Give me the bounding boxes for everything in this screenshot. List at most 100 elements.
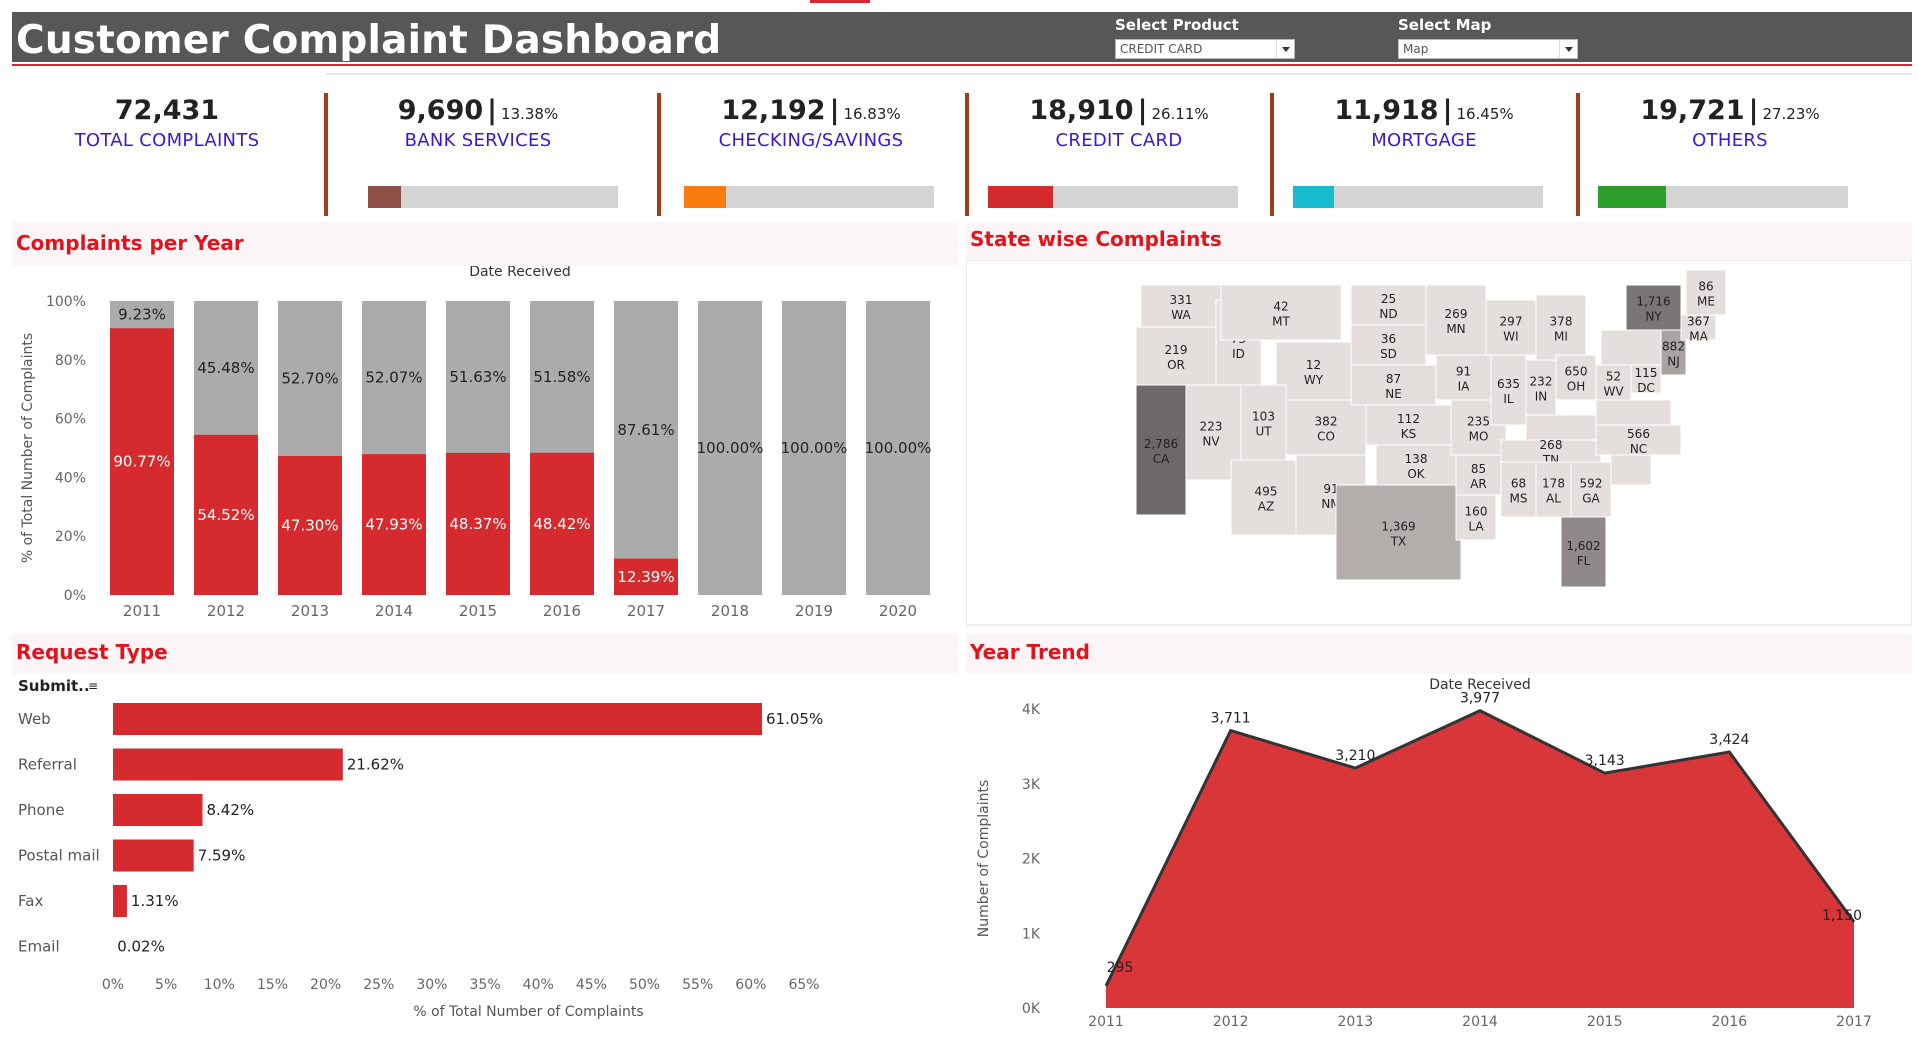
state-shape-wi (1485, 299, 1537, 356)
trend-title: Year Trend (970, 640, 1090, 664)
state-code-label: WY (1304, 373, 1324, 387)
map-select[interactable]: Map (1398, 39, 1578, 59)
state-value-label: 115 (1635, 366, 1658, 380)
state-value-label: 12 (1306, 358, 1321, 372)
state-code-label: KS (1401, 427, 1417, 441)
state-shape-co (1285, 399, 1367, 456)
bar-segment-selected (278, 455, 342, 595)
kpi-total-complaints[interactable]: 72,431 TOTAL COMPLAINTS (12, 78, 322, 216)
kpi-mortgage[interactable]: 11,918 | 16.45% MORTGAGE (1274, 78, 1574, 216)
map-filter: Select Map Map (1398, 16, 1578, 59)
state-shape-il (1490, 354, 1527, 426)
map-filter-label: Select Map (1398, 16, 1492, 34)
state-value-label: 52 (1606, 370, 1621, 384)
kpi-divider (965, 93, 969, 216)
state-shape-mi (1535, 294, 1587, 361)
bar-segment-other (194, 301, 258, 435)
y-tick-label: 2K (1022, 852, 1041, 868)
kpi-value: 9,690 (397, 95, 484, 126)
state-code-label: MI (1554, 330, 1568, 344)
kpi-label: CHECKING/SAVINGS (718, 130, 904, 151)
chevron-down-icon[interactable] (1559, 40, 1577, 58)
kpi-label: CREDIT CARD (1055, 130, 1183, 151)
kpi-credit-card[interactable]: 18,910 | 26.11% CREDIT CARD (969, 78, 1269, 216)
bar-segment-other (866, 301, 930, 595)
state-value-label: 268 (1540, 438, 1563, 452)
y-tick-label: 100% (46, 294, 86, 310)
bar-label-other: 52.07% (365, 369, 422, 387)
x-tick-label: 2014 (375, 602, 413, 620)
state-value-label: 297 (1500, 315, 1523, 329)
kpi-share-fill (684, 186, 727, 208)
x-tick-label: 2012 (207, 602, 245, 620)
state-shape-ny (1625, 284, 1682, 331)
kpi-share-bar (684, 186, 934, 208)
state-shape-ga (1570, 461, 1612, 518)
kpi-bank-services[interactable]: 9,690 | 13.38% BANK SERVICES (328, 78, 628, 216)
state-code-label: NJ (1667, 355, 1680, 369)
state-code-label: UT (1255, 425, 1272, 439)
state-code-label: FL (1577, 554, 1591, 568)
kpi-value: 72,431 (114, 95, 220, 126)
bar (113, 839, 194, 872)
state-value-label: 223 (1200, 420, 1223, 434)
state-shape-dc (1630, 364, 1662, 394)
x-tick-label: 2017 (1836, 1014, 1872, 1030)
bar-label-selected: 12.39% (617, 568, 674, 586)
kpi-label: OTHERS (1692, 130, 1768, 151)
bar (113, 748, 343, 781)
kpi-separator: | (1442, 95, 1453, 126)
state-value-label: 219 (1165, 343, 1188, 357)
state-code-label: WI (1503, 330, 1518, 344)
per-year-title: Complaints per Year (16, 231, 244, 255)
bar-segment-other (614, 301, 678, 559)
x-tick-label: 2015 (1587, 1014, 1623, 1030)
bar-label-other: 51.58% (533, 368, 590, 386)
state-map-chart: 331WA219OR73ID42MT12WY223NV2,786CA103UT4… (1135, 269, 1727, 588)
kpi-percent: 16.83% (843, 105, 901, 123)
kpi-divider (1576, 93, 1580, 216)
state-code-label: MT (1272, 315, 1290, 329)
state-value-label: 331 (1170, 293, 1193, 307)
state-shape-oh (1555, 354, 1597, 401)
y-tick-label: 4K (1022, 702, 1041, 718)
state-shape-ms (1500, 461, 1537, 518)
state-value-label: 87 (1386, 372, 1401, 386)
state-shape-wv (1595, 364, 1632, 401)
state-code-label: IN (1535, 390, 1548, 404)
state-value-label: 85 (1471, 462, 1486, 476)
x-tick-label: 2013 (291, 602, 329, 620)
state-value-label: 91 (1456, 365, 1471, 379)
state-code-label: NV (1202, 435, 1220, 449)
bar-segment-selected (110, 328, 174, 595)
product-filter: Select Product CREDIT CARD (1115, 16, 1295, 59)
y-tick-label: 3K (1022, 777, 1041, 793)
kpi-separator: | (487, 95, 498, 126)
state-value-label: 178 (1542, 477, 1565, 491)
product-select[interactable]: CREDIT CARD (1115, 39, 1295, 59)
kpi-main: 9,690 | 13.38% (328, 95, 628, 126)
x-tick-label: 2012 (1213, 1014, 1249, 1030)
complaints-per-year-chart: Date Received % of Total Number of Compla… (20, 266, 931, 620)
kpi-checking-savings[interactable]: 12,192 | 16.83% CHECKING/SAVINGS (661, 78, 961, 216)
x-axis-label: % of Total Number of Complaints (413, 1004, 643, 1020)
state-shape-sc (1610, 454, 1652, 486)
state-value-label: 566 (1627, 427, 1650, 441)
kpi-value: 19,721 (1640, 95, 1745, 126)
x-tick-label: 2015 (459, 602, 497, 620)
x-tick-label: 2014 (1462, 1014, 1498, 1030)
state-value-label: 160 (1465, 505, 1488, 519)
state-value-label: 1,602 (1566, 539, 1600, 553)
kpi-percent: 26.11% (1151, 105, 1209, 123)
row-label: Phone (18, 801, 64, 819)
bar-value-label: 21.62% (347, 756, 404, 774)
state-value-label: 635 (1497, 377, 1520, 391)
state-shape-ok (1375, 444, 1457, 486)
x-tick-label: 10% (204, 977, 235, 993)
point-value-label: 295 (1107, 960, 1134, 976)
chevron-down-icon[interactable] (1276, 40, 1294, 58)
bar-label-selected: 47.93% (365, 516, 422, 534)
kpi-others[interactable]: 19,721 | 27.23% OTHERS (1580, 78, 1880, 216)
kpi-share-bar (1293, 186, 1543, 208)
state-code-label: NE (1385, 387, 1402, 401)
